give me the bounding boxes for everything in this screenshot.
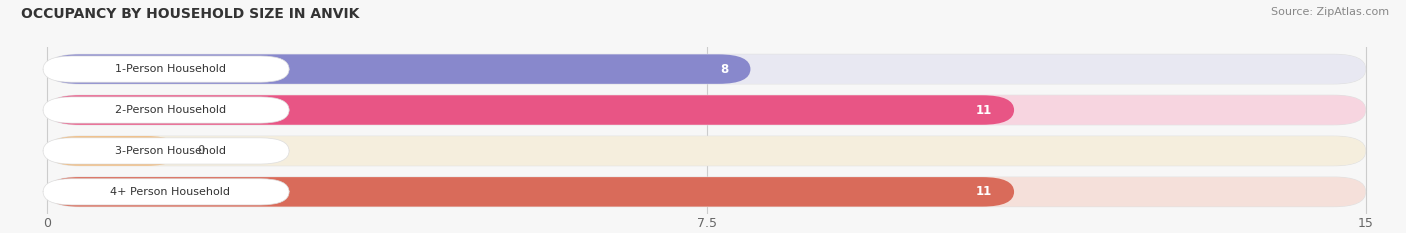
Text: Source: ZipAtlas.com: Source: ZipAtlas.com [1271, 7, 1389, 17]
Text: 1-Person Household: 1-Person Household [115, 64, 226, 74]
FancyBboxPatch shape [44, 56, 290, 82]
Text: 8: 8 [720, 63, 728, 75]
Text: 11: 11 [976, 185, 993, 198]
FancyBboxPatch shape [48, 54, 1365, 84]
Text: 2-Person Household: 2-Person Household [115, 105, 226, 115]
Text: 0: 0 [197, 144, 204, 158]
Text: 11: 11 [976, 103, 993, 116]
FancyBboxPatch shape [48, 136, 1365, 166]
FancyBboxPatch shape [48, 95, 1365, 125]
FancyBboxPatch shape [48, 95, 1365, 125]
Text: 3-Person Household: 3-Person Household [115, 146, 226, 156]
FancyBboxPatch shape [48, 95, 1014, 125]
FancyBboxPatch shape [48, 136, 180, 166]
FancyBboxPatch shape [48, 136, 1365, 166]
Text: 4+ Person Household: 4+ Person Household [111, 187, 231, 197]
Text: OCCUPANCY BY HOUSEHOLD SIZE IN ANVIK: OCCUPANCY BY HOUSEHOLD SIZE IN ANVIK [21, 7, 360, 21]
FancyBboxPatch shape [44, 97, 290, 123]
FancyBboxPatch shape [48, 54, 751, 84]
FancyBboxPatch shape [44, 179, 290, 205]
FancyBboxPatch shape [48, 177, 1014, 207]
FancyBboxPatch shape [48, 54, 1365, 84]
FancyBboxPatch shape [48, 177, 1365, 207]
FancyBboxPatch shape [48, 177, 1365, 207]
FancyBboxPatch shape [44, 138, 290, 164]
